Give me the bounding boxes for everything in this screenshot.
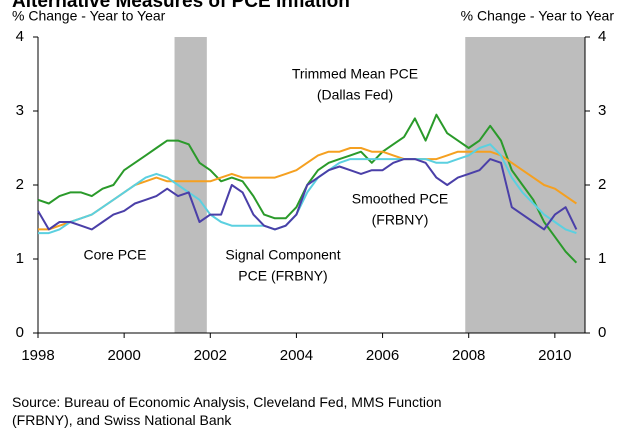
y2-tick-label: 1 [598,250,606,267]
x-tick-label: 1998 [21,347,54,364]
y-axis-label: % Change - Year to Year [12,8,166,24]
recession-band [174,37,207,333]
y2-tick-label: 4 [598,28,606,45]
x-tick-label: 2004 [280,347,313,364]
chart-title: Alternative Measures of PCE Inflation [12,0,350,12]
y2-tick-label: 3 [598,102,606,119]
y-tick-label: 0 [16,324,24,341]
x-tick-label: 2008 [452,347,485,364]
x-tick-label: 2002 [194,347,227,364]
series-label: Core PCE [83,247,146,263]
series-label: Signal Component [225,247,340,263]
series-label: Trimmed Mean PCE [292,66,418,82]
recession-band [465,37,585,333]
series-line [37,158,578,231]
axis-frame [37,37,586,334]
x-tick-label: 2000 [107,347,140,364]
y-tick-label: 1 [16,250,24,267]
y-tick-label: 4 [16,28,24,45]
x-tick-label: 2010 [538,347,571,364]
series-label: PCE (FRBNY) [238,268,327,284]
series-label: (FRBNY) [372,212,429,228]
x-tick-label: 2006 [366,347,399,364]
source: Source: Bureau of Economic Analysis, Cle… [12,394,442,410]
y2-axis-label: % Change - Year to Year [461,8,615,24]
y-tick-label: 3 [16,102,24,119]
series-label: (Dallas Fed) [317,87,393,103]
series-line [38,143,577,235]
y2-tick-label: 2 [598,176,606,193]
series-label: Smoothed PCE [352,191,449,207]
source: (FRBNY), and Swiss National Bank [12,412,232,428]
y2-tick-label: 0 [598,324,606,341]
y-tick-label: 2 [16,176,24,193]
